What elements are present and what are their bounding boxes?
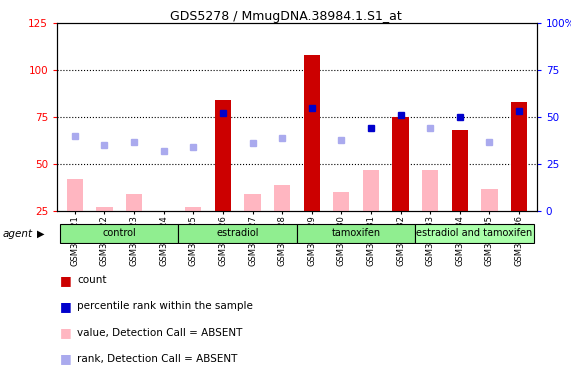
Bar: [392, 117, 409, 211]
Text: count: count: [77, 275, 107, 285]
Bar: [60, 224, 179, 243]
Bar: [297, 224, 415, 243]
Text: estradiol: estradiol: [216, 228, 259, 238]
Bar: [274, 185, 290, 211]
Bar: [96, 207, 112, 211]
Bar: [244, 194, 260, 211]
Bar: [215, 100, 231, 211]
Text: tamoxifen: tamoxifen: [332, 228, 381, 238]
Text: ■: ■: [60, 352, 71, 365]
Text: percentile rank within the sample: percentile rank within the sample: [77, 301, 253, 311]
Text: ■: ■: [60, 274, 71, 287]
Bar: [179, 224, 297, 243]
Text: rank, Detection Call = ABSENT: rank, Detection Call = ABSENT: [77, 354, 238, 364]
Bar: [67, 179, 83, 211]
Text: GDS5278 / MmugDNA.38984.1.S1_at: GDS5278 / MmugDNA.38984.1.S1_at: [170, 10, 401, 23]
Text: ■: ■: [60, 300, 71, 313]
Bar: [452, 130, 468, 211]
Text: control: control: [102, 228, 136, 238]
Bar: [415, 224, 534, 243]
Bar: [126, 194, 142, 211]
Text: ■: ■: [60, 326, 71, 339]
Bar: [511, 102, 527, 211]
Text: value, Detection Call = ABSENT: value, Detection Call = ABSENT: [77, 328, 243, 338]
Bar: [185, 207, 202, 211]
Bar: [481, 189, 497, 211]
Bar: [422, 170, 439, 211]
Bar: [304, 55, 320, 211]
Bar: [363, 170, 379, 211]
Bar: [333, 192, 349, 211]
Text: estradiol and tamoxifen: estradiol and tamoxifen: [416, 228, 533, 238]
Text: agent: agent: [3, 229, 33, 239]
Text: ▶: ▶: [37, 229, 45, 239]
